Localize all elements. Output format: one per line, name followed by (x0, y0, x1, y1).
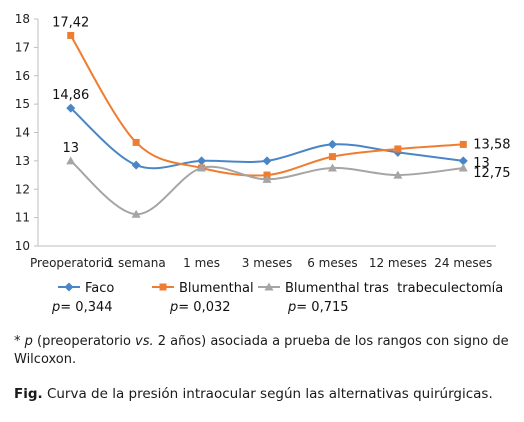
x-tick-label: 3 meses (242, 256, 292, 270)
data-label: 13 (62, 141, 79, 156)
legend-label: Blumenthal tras trabeculectomía (285, 281, 503, 296)
series-3 (66, 156, 468, 218)
y-tick-label: 13 (15, 154, 30, 168)
data-label: 13,58 (473, 137, 510, 152)
x-tick-label: 6 meses (307, 256, 357, 270)
data-point (132, 138, 140, 146)
data-point (458, 156, 468, 166)
figure-caption: Fig. Curva de la presión intraocular seg… (14, 385, 514, 403)
data-label: 12,75 (473, 166, 510, 181)
data-point (327, 139, 337, 149)
y-tick-label: 11 (15, 211, 30, 225)
data-point (459, 140, 467, 148)
data-point (66, 103, 76, 113)
legend-swatch-marker (64, 282, 74, 292)
data-point (67, 31, 75, 39)
p-values: p= 0,344 p= 0,032 p= 0,715 (51, 300, 349, 315)
data-point (328, 153, 336, 161)
caption-label: Fig. (14, 386, 43, 402)
data-point (393, 170, 403, 179)
series-group (66, 31, 468, 218)
p-value-2: p= 0,032 (169, 300, 231, 315)
data-point (458, 163, 468, 172)
x-tick-label: 12 meses (369, 256, 427, 270)
legend-swatch-marker (159, 283, 167, 291)
data-point (327, 163, 337, 172)
legend-item-2: Blumenthal (152, 281, 254, 296)
data-point (197, 163, 207, 172)
legend-label: Blumenthal (179, 281, 254, 296)
y-tick-label: 14 (15, 126, 30, 140)
series-1 (66, 103, 468, 170)
data-point (197, 156, 207, 166)
x-tick-label: Preoperatorio (30, 256, 111, 270)
data-point (394, 145, 402, 153)
y-tick-label: 10 (15, 239, 30, 253)
data-point (131, 209, 141, 218)
y-tick-label: 12 (15, 182, 30, 196)
footnote: * p (preoperatorio vs. 2 años) asociada … (14, 334, 509, 367)
data-point (131, 160, 141, 170)
y-tick-label: 18 (15, 12, 30, 26)
legend-label: Faco (85, 281, 114, 296)
data-label: 14,86 (52, 88, 89, 103)
caption-text: Curva de la presión intraocular según la… (42, 386, 493, 402)
y-tick-label: 15 (15, 97, 30, 111)
p-value-3: p= 0,715 (287, 300, 349, 315)
data-point (262, 174, 272, 183)
y-tick-label: 17 (15, 40, 30, 54)
data-point (66, 156, 76, 165)
p-value-1: p= 0,344 (51, 300, 113, 315)
series-line (70, 160, 464, 216)
series-line (69, 34, 464, 177)
x-tick-label: 1 mes (183, 256, 220, 270)
legend: Faco Blumenthal Blumenthal tras trabeculec… (58, 281, 503, 296)
data-label: 13 (473, 156, 490, 171)
x-tick-label: 24 meses (434, 256, 492, 270)
legend-swatch-marker (264, 282, 274, 291)
x-tick-label: 1 semana (107, 256, 166, 270)
y-tick-label: 16 (15, 69, 30, 83)
data-label: 17,42 (52, 15, 89, 30)
legend-item-3: Blumenthal tras trabeculectomía (258, 281, 503, 296)
data-point (262, 156, 272, 166)
legend-item-1: Faco (58, 281, 114, 296)
